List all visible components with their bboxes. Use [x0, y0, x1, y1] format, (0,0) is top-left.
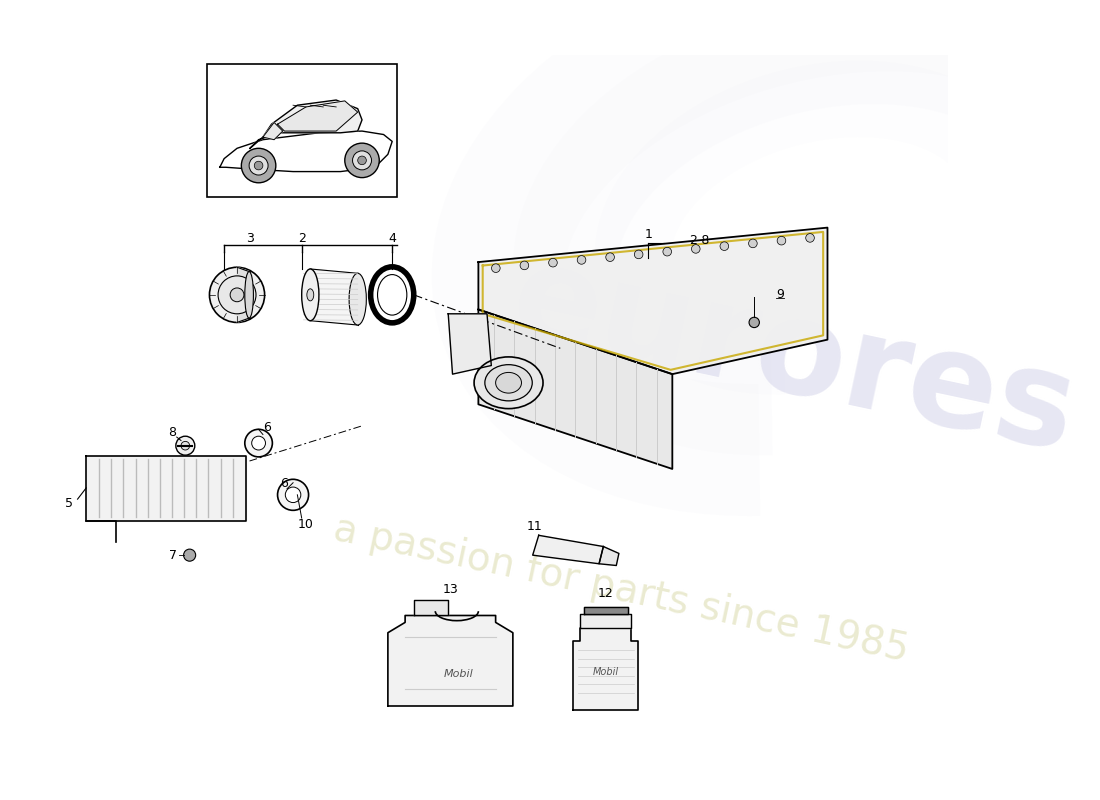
Bar	[207, 64, 396, 198]
Circle shape	[218, 276, 256, 314]
Text: eurores: eurores	[499, 235, 1086, 478]
Circle shape	[277, 479, 309, 510]
Circle shape	[520, 261, 529, 270]
Text: 2: 2	[298, 232, 306, 246]
Polygon shape	[580, 614, 631, 629]
Text: 2-8: 2-8	[690, 234, 710, 247]
Circle shape	[778, 236, 785, 245]
Polygon shape	[448, 314, 492, 374]
Circle shape	[720, 242, 728, 250]
Text: 7: 7	[168, 549, 177, 562]
Ellipse shape	[245, 271, 253, 318]
Ellipse shape	[496, 373, 521, 393]
Text: 4: 4	[388, 232, 396, 246]
Circle shape	[176, 436, 195, 455]
Circle shape	[182, 442, 189, 450]
Circle shape	[578, 256, 586, 264]
Circle shape	[492, 264, 500, 273]
Polygon shape	[220, 131, 393, 171]
Circle shape	[241, 148, 276, 182]
Circle shape	[254, 162, 263, 170]
Text: 8: 8	[168, 426, 176, 439]
Polygon shape	[532, 535, 604, 564]
Text: 5: 5	[65, 497, 73, 510]
Ellipse shape	[301, 269, 319, 321]
Polygon shape	[277, 101, 358, 131]
Ellipse shape	[474, 357, 543, 409]
Ellipse shape	[349, 274, 366, 325]
Text: 3: 3	[246, 232, 254, 246]
Polygon shape	[414, 600, 448, 615]
Polygon shape	[236, 267, 249, 322]
Circle shape	[635, 250, 643, 258]
Text: Mobil: Mobil	[593, 666, 618, 677]
Text: 10: 10	[298, 518, 314, 531]
Circle shape	[209, 267, 265, 322]
Text: Mobil: Mobil	[444, 669, 474, 678]
Polygon shape	[263, 122, 283, 140]
Ellipse shape	[307, 289, 314, 301]
Circle shape	[249, 156, 268, 175]
Text: 9: 9	[776, 288, 783, 302]
Circle shape	[358, 156, 366, 165]
Text: 11: 11	[527, 520, 542, 534]
Polygon shape	[583, 607, 627, 614]
Ellipse shape	[377, 274, 407, 315]
Polygon shape	[478, 228, 827, 374]
Circle shape	[749, 318, 759, 327]
Text: 13: 13	[442, 583, 459, 596]
Polygon shape	[388, 615, 513, 706]
Circle shape	[549, 258, 558, 267]
Ellipse shape	[485, 365, 532, 401]
Text: 1: 1	[645, 228, 652, 241]
Circle shape	[344, 143, 380, 178]
Circle shape	[285, 487, 300, 502]
Circle shape	[252, 436, 265, 450]
Circle shape	[805, 234, 814, 242]
Polygon shape	[600, 546, 619, 566]
Circle shape	[230, 288, 244, 302]
Polygon shape	[310, 269, 358, 325]
Circle shape	[352, 151, 372, 170]
Text: 6: 6	[263, 421, 271, 434]
Text: 12: 12	[597, 587, 614, 601]
Polygon shape	[250, 100, 362, 148]
Polygon shape	[86, 456, 245, 521]
Text: 6: 6	[280, 477, 288, 490]
Circle shape	[663, 247, 671, 256]
Circle shape	[749, 239, 757, 248]
Circle shape	[184, 549, 196, 561]
Text: a passion for parts since 1985: a passion for parts since 1985	[330, 510, 912, 670]
Circle shape	[606, 253, 615, 262]
Polygon shape	[478, 310, 672, 469]
Circle shape	[245, 430, 273, 457]
Polygon shape	[573, 629, 638, 710]
Circle shape	[692, 245, 700, 254]
